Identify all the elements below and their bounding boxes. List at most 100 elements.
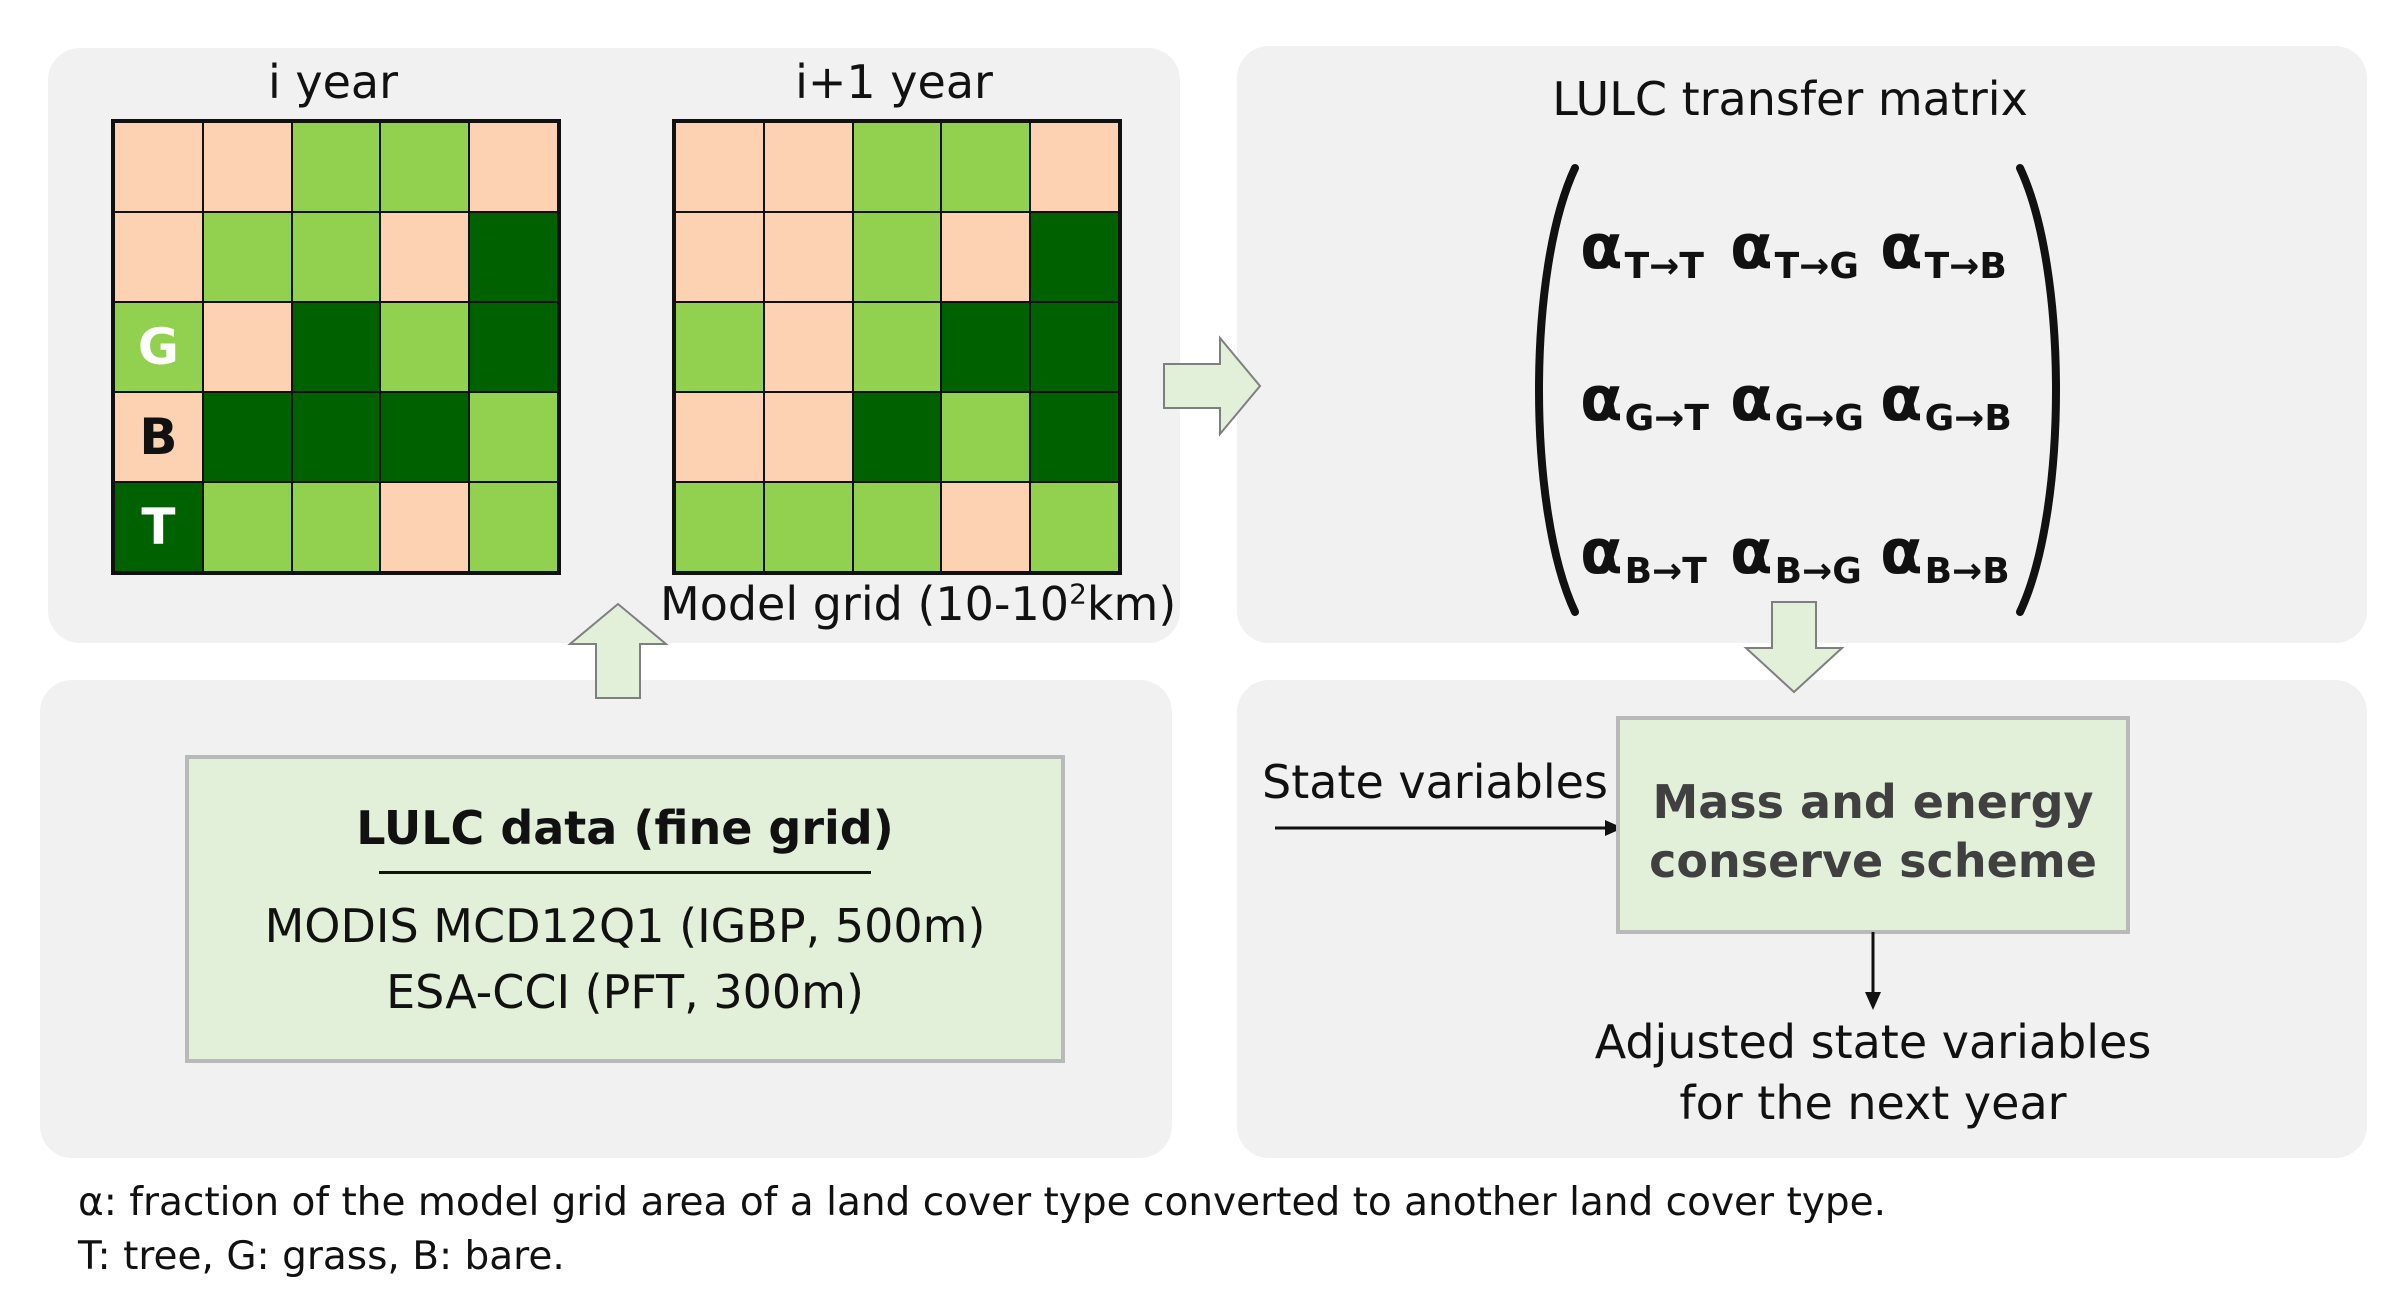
grid-cell (941, 212, 1031, 302)
matrix-entry: αG→G (1730, 362, 1864, 439)
output-line2: for the next year (1679, 1076, 2067, 1130)
grid-i1-title: i+1 year (795, 55, 993, 109)
grid-cell (763, 122, 853, 212)
alpha-symbol: α (1580, 210, 1623, 283)
matrix-subscript: G→T (1624, 398, 1709, 439)
grid-cell (1030, 302, 1119, 392)
grid-i1-year (672, 119, 1122, 575)
model-grid-label-main: Model grid (10-10 (660, 577, 1070, 631)
grid-cell (852, 122, 942, 212)
matrix-entry: αG→B (1880, 362, 2012, 439)
grid-cell (291, 482, 381, 572)
lulc-data-line2: ESA-CCI (PFT, 300m) (386, 965, 864, 1019)
grid-i-title: i year (267, 55, 399, 109)
matrix-entry: αB→B (1880, 515, 2010, 592)
transfer-matrix-panel (1237, 46, 2367, 643)
grid-cell (675, 212, 764, 302)
grid-cell (941, 122, 1031, 212)
matrix-subscript: G→G (1774, 398, 1864, 439)
matrix-subscript: B→G (1774, 551, 1862, 592)
footnote-line1: α: fraction of the model grid area of a … (78, 1180, 1886, 1225)
grid-cell (380, 302, 470, 392)
grid-cell (941, 482, 1031, 572)
lulc-title-underline (379, 871, 871, 874)
matrix-subscript: B→B (1924, 551, 2010, 592)
grid-cell (852, 392, 942, 482)
grid-cell (291, 302, 381, 392)
matrix-subscript: B→T (1624, 551, 1707, 592)
matrix-entry: αB→G (1730, 515, 1862, 592)
matrix-entry: αT→G (1730, 210, 1859, 287)
matrix-bracket-left (1535, 164, 1579, 616)
footnote-line2: T: tree, G: grass, B: bare. (78, 1234, 565, 1279)
grid-cell (469, 122, 558, 212)
grid-cell (469, 212, 558, 302)
grid-cell (763, 482, 853, 572)
matrix-subscript: G→B (1924, 398, 2012, 439)
model-grid-label-end: km) (1086, 577, 1177, 631)
grid-cell (380, 392, 470, 482)
alpha-symbol: α (1580, 515, 1623, 588)
grid-cell (763, 302, 853, 392)
grid-cell (469, 392, 558, 482)
matrix-subscript: T→T (1624, 246, 1704, 287)
grid-cell (202, 392, 292, 482)
grid-cell (763, 212, 853, 302)
alpha-symbol: α (1730, 362, 1773, 435)
grid-cell (469, 482, 558, 572)
scheme-box: Mass and energy conserve scheme (1616, 716, 2130, 934)
grid-cell (675, 482, 764, 572)
matrix-bracket-right (2016, 164, 2060, 616)
model-grid-label: Model grid (10-102km) (660, 577, 1176, 631)
grid-cell (941, 392, 1031, 482)
grid-cell (202, 302, 292, 392)
matrix-entry: αG→T (1580, 362, 1709, 439)
lulc-data-title: LULC data (fine grid) (356, 801, 894, 855)
legend-G: G (114, 302, 203, 392)
alpha-symbol: α (1880, 515, 1923, 588)
output-arrow (1865, 932, 1881, 1010)
matrix-subscript: T→B (1924, 246, 2007, 287)
scheme-line2: conserve scheme (1649, 834, 2097, 888)
grid-cell (380, 482, 470, 572)
alpha-symbol: α (1880, 210, 1923, 283)
grid-cell (941, 302, 1031, 392)
alpha-symbol: α (1580, 362, 1623, 435)
grid-cell (852, 302, 942, 392)
grid-cell (380, 122, 470, 212)
matrix-entry: αT→T (1580, 210, 1704, 287)
grid-cell (1030, 392, 1119, 482)
output-line1: Adjusted state variables (1594, 1015, 2152, 1069)
up-arrow (567, 602, 669, 699)
alpha-symbol: α (1730, 515, 1773, 588)
grid-cell (202, 482, 292, 572)
lulc-data-box: LULC data (fine grid) MODIS MCD12Q1 (IGB… (185, 755, 1065, 1063)
grid-cell (852, 482, 942, 572)
alpha-symbol: α (1880, 362, 1923, 435)
grid-cell (469, 302, 558, 392)
grid-cell (763, 392, 853, 482)
grid-cell (114, 212, 203, 302)
grid-cell (1030, 482, 1119, 572)
grid-cell (675, 122, 764, 212)
lulc-data-line1: MODIS MCD12Q1 (IGBP, 500m) (264, 899, 986, 953)
alpha-symbol: α (1730, 210, 1773, 283)
grid-cell (202, 122, 292, 212)
grid-cell (675, 302, 764, 392)
scheme-line1: Mass and energy (1652, 775, 2094, 829)
grid-cell (202, 212, 292, 302)
grid-cell (852, 212, 942, 302)
grid-cell (675, 392, 764, 482)
matrix-entry: αB→T (1580, 515, 1707, 592)
legend-B: B (114, 392, 203, 482)
grid-cell (291, 122, 381, 212)
grid-cell (291, 392, 381, 482)
grid-cell (380, 212, 470, 302)
down-arrow (1743, 601, 1845, 694)
legend-T: T (114, 482, 203, 572)
right-arrow (1163, 335, 1262, 437)
matrix-entry: αT→B (1880, 210, 2007, 287)
matrix-subscript: T→G (1774, 246, 1859, 287)
grid-cell (114, 122, 203, 212)
